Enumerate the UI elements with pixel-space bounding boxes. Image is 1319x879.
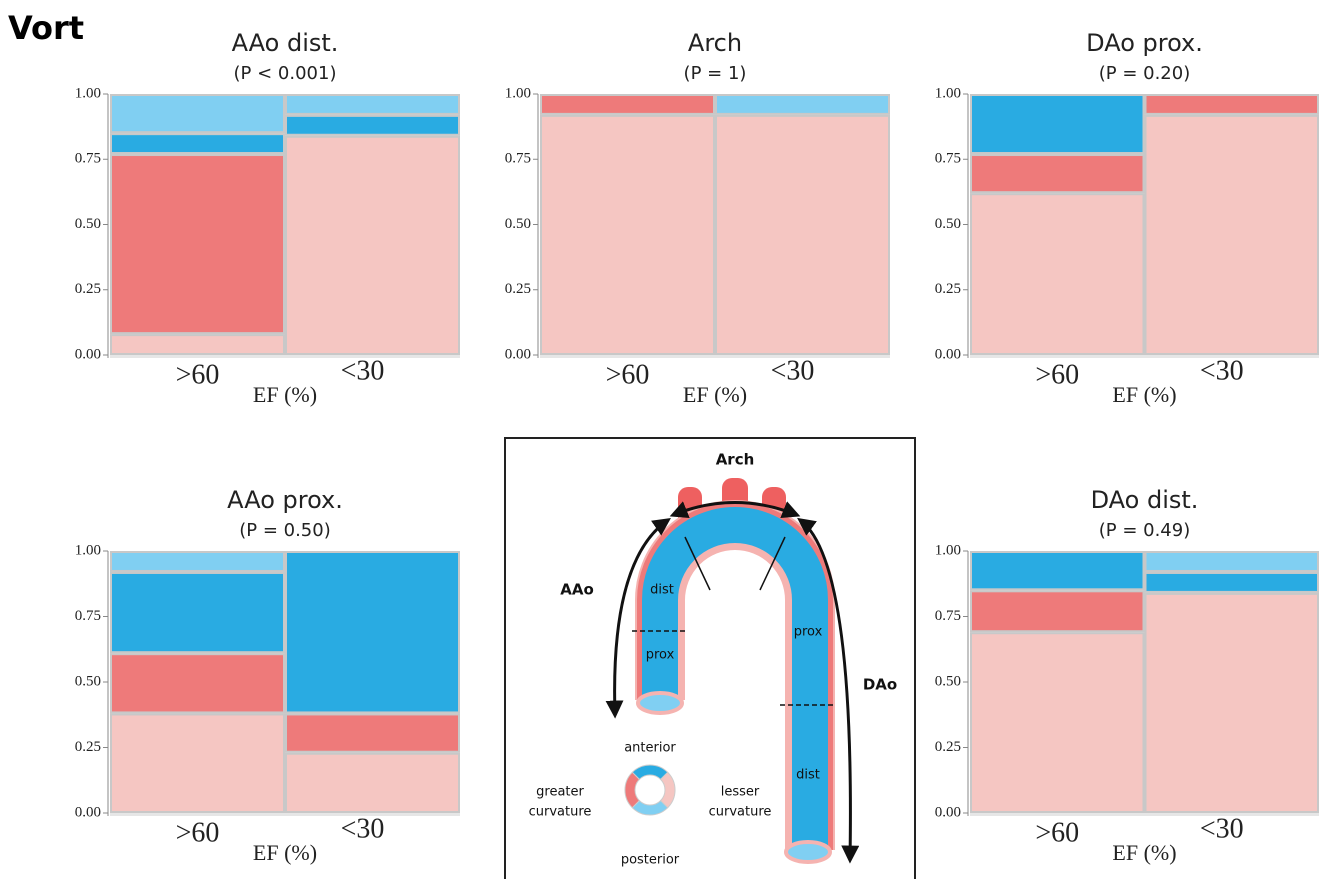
mosaic-cell xyxy=(1146,594,1319,812)
x-axis-label: EF (%) xyxy=(683,382,747,407)
x-tick-label: >60 xyxy=(606,359,650,390)
y-tick-label: 0.00 xyxy=(75,346,101,362)
mosaic-cell xyxy=(111,573,284,652)
x-tick-label: <30 xyxy=(341,813,385,844)
diagram-label: prox xyxy=(646,648,675,663)
mosaic-cell xyxy=(1146,116,1319,354)
mosaic-cell xyxy=(971,194,1144,354)
diagram-label: anterior xyxy=(624,741,676,756)
x-axis-label: EF (%) xyxy=(1112,840,1176,865)
y-tick-label: 0.50 xyxy=(505,216,531,232)
x-tick-label: >60 xyxy=(176,817,220,848)
y-tick-label: 1.00 xyxy=(505,85,531,101)
mosaic-cell xyxy=(716,95,889,114)
diagram-label: posterior xyxy=(621,853,680,868)
diagram-label: dist xyxy=(650,583,674,598)
chart-title: Arch xyxy=(688,29,742,57)
diagram-label: prox xyxy=(794,625,823,640)
mosaic-cell xyxy=(286,116,459,135)
diagram-label: AAo xyxy=(560,581,594,599)
mosaic-cell xyxy=(111,134,284,153)
aorta-end xyxy=(638,693,682,713)
y-tick-label: 0.50 xyxy=(75,673,101,689)
aorta-end xyxy=(786,842,830,862)
figure: Vort Arch AAo DAo dist prox prox xyxy=(0,0,1319,879)
mosaic-cell xyxy=(286,714,459,751)
mosaic-cell xyxy=(111,714,284,812)
diagram: Arch AAo DAo dist prox prox dist anterio… xyxy=(505,438,915,879)
y-tick-label: 0.25 xyxy=(935,739,961,755)
mosaic-cell xyxy=(541,95,714,114)
x-tick-label: >60 xyxy=(1035,359,1079,390)
mosaic-cell xyxy=(1146,95,1319,114)
mosaic-cell xyxy=(286,754,459,812)
y-tick-label: 0.25 xyxy=(75,739,101,755)
x-axis-label: EF (%) xyxy=(1112,382,1176,407)
diagram-label: curvature xyxy=(529,805,592,820)
y-tick-label: 0.25 xyxy=(935,281,961,297)
diagram-label: DAo xyxy=(863,676,897,694)
x-tick-label: <30 xyxy=(1200,813,1244,844)
page: {"panel_label": "Vort", "chart_data": [ … xyxy=(0,0,1319,879)
mosaic-cell xyxy=(111,335,284,354)
y-tick-label: 1.00 xyxy=(935,542,961,558)
y-tick-label: 0.75 xyxy=(75,151,101,167)
y-tick-label: 0.50 xyxy=(935,216,961,232)
y-tick-label: 0.00 xyxy=(935,804,961,820)
diagram-label: Arch xyxy=(716,451,755,469)
mosaic-cell xyxy=(971,155,1144,192)
mosaic-cell xyxy=(286,552,459,712)
y-tick-label: 0.50 xyxy=(935,673,961,689)
mosaic-cell xyxy=(1146,573,1319,592)
y-tick-label: 0.75 xyxy=(75,608,101,624)
y-tick-label: 0.25 xyxy=(75,281,101,297)
chart-title: AAo prox. xyxy=(227,486,343,514)
diagram-label: lesser xyxy=(721,785,760,800)
diagram-label: curvature xyxy=(709,805,772,820)
mosaic-cell xyxy=(111,552,284,571)
chart-title: DAo dist. xyxy=(1091,486,1199,514)
chart-subtitle: (P = 0.20) xyxy=(1099,63,1191,84)
diagram-label: greater xyxy=(536,785,584,800)
chart-title: AAo dist. xyxy=(232,29,339,57)
x-axis-label: EF (%) xyxy=(253,382,317,407)
chart-subtitle: (P = 1) xyxy=(684,63,747,84)
x-tick-label: >60 xyxy=(1035,817,1079,848)
mosaic-cell xyxy=(111,654,284,712)
mosaic-cell xyxy=(716,116,889,354)
mosaic-cell xyxy=(111,95,284,132)
y-tick-label: 1.00 xyxy=(935,85,961,101)
x-tick-label: >60 xyxy=(176,359,220,390)
panel-label: Vort xyxy=(8,9,84,47)
y-tick-label: 1.00 xyxy=(75,542,101,558)
mosaic-cell xyxy=(971,552,1144,589)
y-tick-label: 1.00 xyxy=(75,85,101,101)
y-tick-label: 0.75 xyxy=(935,608,961,624)
chart-subtitle: (P = 0.50) xyxy=(239,520,331,541)
y-tick-label: 0.50 xyxy=(75,216,101,232)
mosaic-cell xyxy=(971,95,1144,153)
y-tick-label: 0.25 xyxy=(505,281,531,297)
y-tick-label: 0.00 xyxy=(505,346,531,362)
mosaic-cell xyxy=(971,591,1144,631)
y-tick-label: 0.75 xyxy=(505,151,531,167)
mosaic-cell xyxy=(541,116,714,354)
mosaic-cell xyxy=(1146,552,1319,571)
mosaic-cell xyxy=(111,155,284,333)
y-tick-label: 0.00 xyxy=(75,804,101,820)
mosaic-cell xyxy=(286,137,459,354)
y-tick-label: 0.75 xyxy=(935,151,961,167)
x-tick-label: <30 xyxy=(1200,355,1244,386)
chart-subtitle: (P = 0.49) xyxy=(1099,520,1191,541)
y-tick-label: 0.00 xyxy=(935,346,961,362)
x-tick-label: <30 xyxy=(771,355,815,386)
x-tick-label: <30 xyxy=(341,355,385,386)
chart-title: DAo prox. xyxy=(1086,29,1203,57)
mosaic-cell xyxy=(971,633,1144,812)
chart-subtitle: (P < 0.001) xyxy=(234,63,337,84)
mosaic-cell xyxy=(286,95,459,114)
diagram-label: dist xyxy=(796,768,820,783)
x-axis-label: EF (%) xyxy=(253,840,317,865)
